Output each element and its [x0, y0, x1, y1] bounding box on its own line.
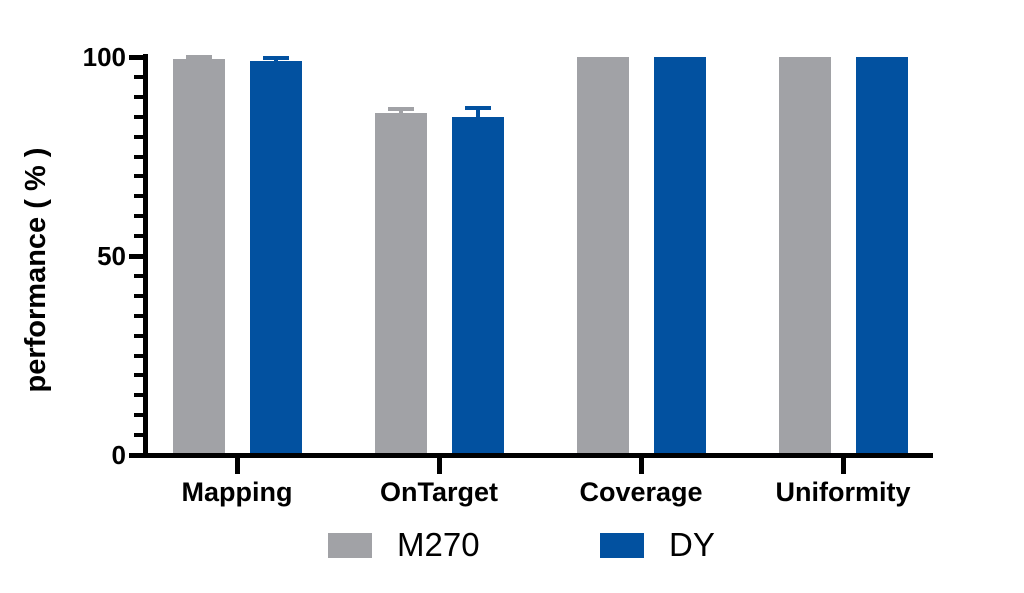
- y-minor-tick: [134, 373, 143, 378]
- bar-dy-ontarget: [451, 116, 504, 455]
- x-axis-line: [143, 452, 933, 458]
- y-minor-tick: [134, 134, 143, 139]
- y-minor-tick: [134, 174, 143, 179]
- error-bar-cap: [387, 106, 414, 111]
- y-tick-label: 0: [111, 440, 126, 470]
- y-minor-tick: [134, 313, 143, 318]
- y-minor-tick: [134, 234, 143, 239]
- error-bar-cap: [464, 105, 491, 110]
- y-minor-tick: [134, 393, 143, 398]
- bar-m270-mapping: [172, 58, 225, 455]
- legend-swatch-m270: [328, 533, 372, 558]
- y-tick-label: 50: [97, 241, 126, 271]
- y-minor-tick: [134, 114, 143, 119]
- category-label-ontarget: OnTarget: [379, 477, 498, 507]
- y-minor-tick: [134, 293, 143, 298]
- legend-swatch-dy: [600, 533, 644, 558]
- bar-m270-coverage: [576, 57, 629, 455]
- y-tick-label: 100: [82, 42, 126, 72]
- x-category-tick: [436, 455, 442, 474]
- bar-dy-mapping: [249, 60, 302, 455]
- y-major-tick: [129, 54, 143, 60]
- y-minor-tick: [134, 94, 143, 99]
- y-minor-tick: [134, 74, 143, 79]
- legend-label-m270: M270: [397, 526, 480, 563]
- category-label-coverage: Coverage: [579, 477, 703, 507]
- y-minor-tick: [134, 194, 143, 199]
- y-major-tick: [129, 253, 143, 259]
- legend-label-dy: DY: [669, 526, 715, 563]
- y-minor-tick: [134, 353, 143, 358]
- y-minor-tick: [134, 333, 143, 338]
- y-minor-tick: [134, 413, 143, 418]
- y-major-tick: [129, 452, 143, 458]
- bar-m270-ontarget: [374, 112, 427, 455]
- y-minor-tick: [134, 273, 143, 278]
- error-bar-stem: [273, 58, 278, 63]
- x-category-tick: [638, 455, 644, 474]
- x-category-tick: [234, 455, 240, 474]
- error-bar-stem: [398, 108, 403, 115]
- y-axis-line: [143, 54, 148, 458]
- category-label-uniformity: Uniformity: [775, 477, 911, 507]
- x-category-tick: [840, 455, 846, 474]
- y-minor-tick: [134, 214, 143, 219]
- bar-dy-uniformity: [855, 57, 908, 455]
- error-bar-cap: [262, 56, 289, 61]
- error-bar-stem: [475, 107, 480, 119]
- error-bar-cap: [185, 55, 212, 59]
- bar-dy-coverage: [653, 57, 706, 455]
- y-minor-tick: [134, 154, 143, 159]
- y-minor-tick: [134, 433, 143, 438]
- category-label-mapping: Mapping: [181, 477, 293, 507]
- bar-m270-uniformity: [778, 57, 831, 455]
